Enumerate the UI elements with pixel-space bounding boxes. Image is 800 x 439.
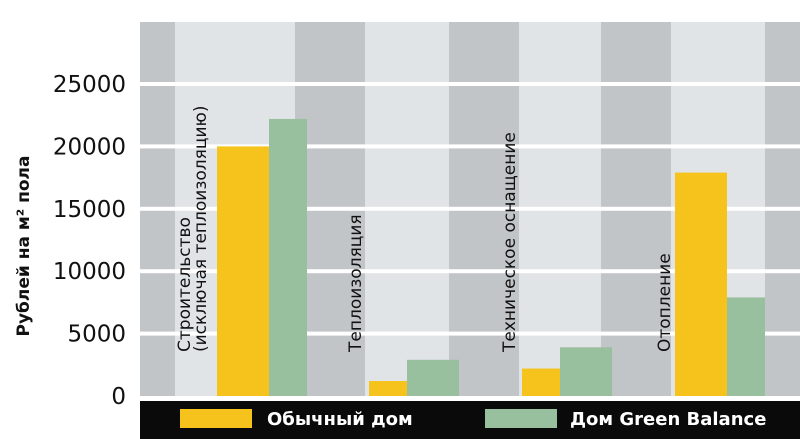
legend-swatch-obychny [180,409,252,428]
y-tick-label: 5000 [67,322,126,348]
bars [217,118,765,396]
bar-green-balance-0 [269,118,307,396]
gridline [140,331,800,336]
legend-label-green-balance: Дом Green Balance [570,409,766,430]
bar-green-balance-3 [727,297,765,396]
y-tick-label: 10000 [53,259,126,285]
category-label-0: (исключая теплоизоляцию) [191,106,211,352]
category-label-0: Строительство [175,217,195,352]
category-label-2: Техническое оснащение [500,132,520,353]
bar-obychny-3 [675,172,727,396]
legend-label-obychny: Обычный дом [267,409,413,430]
gridline [140,206,800,211]
y-axis-ticks: 0 5000 10000 15000 20000 25000 [53,72,126,410]
gridlines [140,82,800,336]
legend: Обычный дом Дом Green Balance [140,401,800,439]
bar-green-balance-1 [407,359,459,396]
bar-obychny-1 [369,381,407,396]
gridline [140,144,800,149]
bar-obychny-2 [522,368,560,396]
y-tick-label: 25000 [53,72,126,98]
bar-obychny-0 [217,146,269,396]
y-tick-label: 15000 [53,197,126,223]
legend-swatch-green-balance [485,409,557,428]
gridline [140,269,800,274]
category-labels: Строительство(исключая теплоизоляцию) Теп… [175,106,675,353]
y-tick-label: 20000 [53,134,126,160]
category-label-3: Отопление [655,253,675,352]
y-tick-label: 0 [111,384,126,410]
gridline [140,82,800,86]
bar-green-balance-2 [560,347,612,396]
y-axis-label: Рублей на м² пола [14,156,34,337]
category-label-1: Теплоизоляция [346,214,366,353]
